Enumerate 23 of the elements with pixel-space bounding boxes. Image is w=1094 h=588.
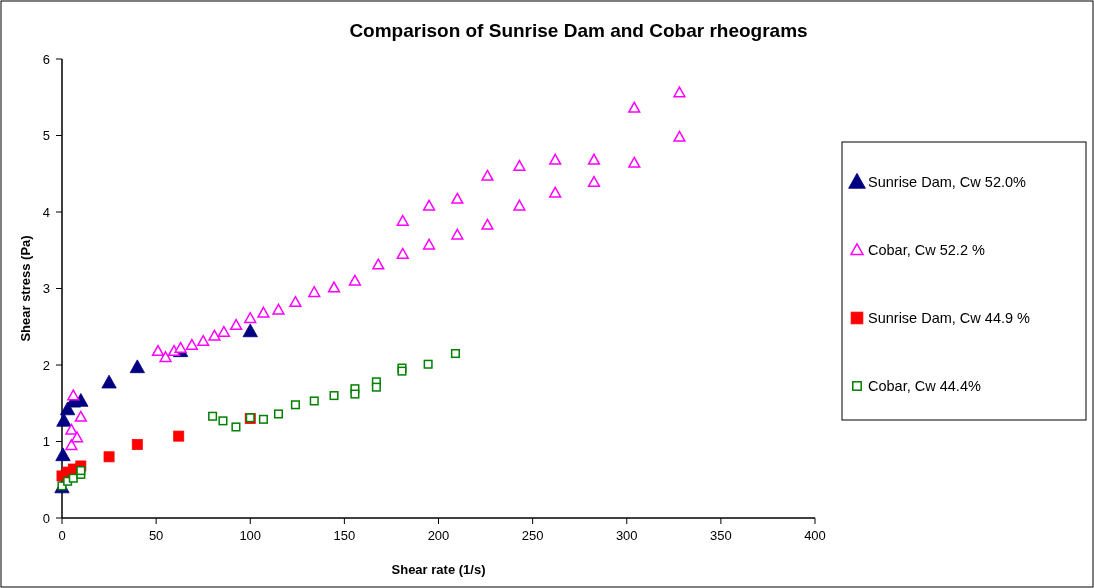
chart-title: Comparison of Sunrise Dam and Cobar rheograms: [349, 20, 808, 41]
x-tick-label: 200: [427, 528, 450, 543]
y-tick-label: 4: [42, 204, 50, 220]
legend-label: Cobar, Cw 44.4%: [868, 378, 981, 395]
legend-label: Sunrise Dam, Cw 52.0%: [868, 174, 1027, 191]
y-tick-label: 0: [42, 510, 50, 526]
y-tick-label: 1: [42, 434, 50, 450]
y-tick-label: 2: [42, 357, 50, 373]
y-axis-title: Shear stress (Pa): [18, 235, 33, 342]
x-axis-title: Shear rate (1/s): [391, 562, 486, 577]
x-tick-label: 150: [333, 528, 356, 543]
x-tick-label: 250: [521, 528, 544, 543]
x-tick-label: 350: [710, 528, 732, 543]
y-tick-label: 3: [42, 281, 50, 297]
y-tick-label: 6: [42, 51, 50, 67]
y-tick-label: 5: [42, 128, 50, 144]
legend-label: Sunrise Dam, Cw 44.9 %: [868, 310, 1031, 327]
legend-label: Cobar, Cw 52.2 %: [868, 242, 985, 259]
x-tick-label: 100: [239, 528, 262, 543]
x-tick-label: 0: [58, 528, 66, 543]
x-tick-label: 400: [804, 528, 826, 543]
x-tick-label: 300: [615, 528, 638, 543]
x-tick-label: 50: [148, 528, 164, 543]
